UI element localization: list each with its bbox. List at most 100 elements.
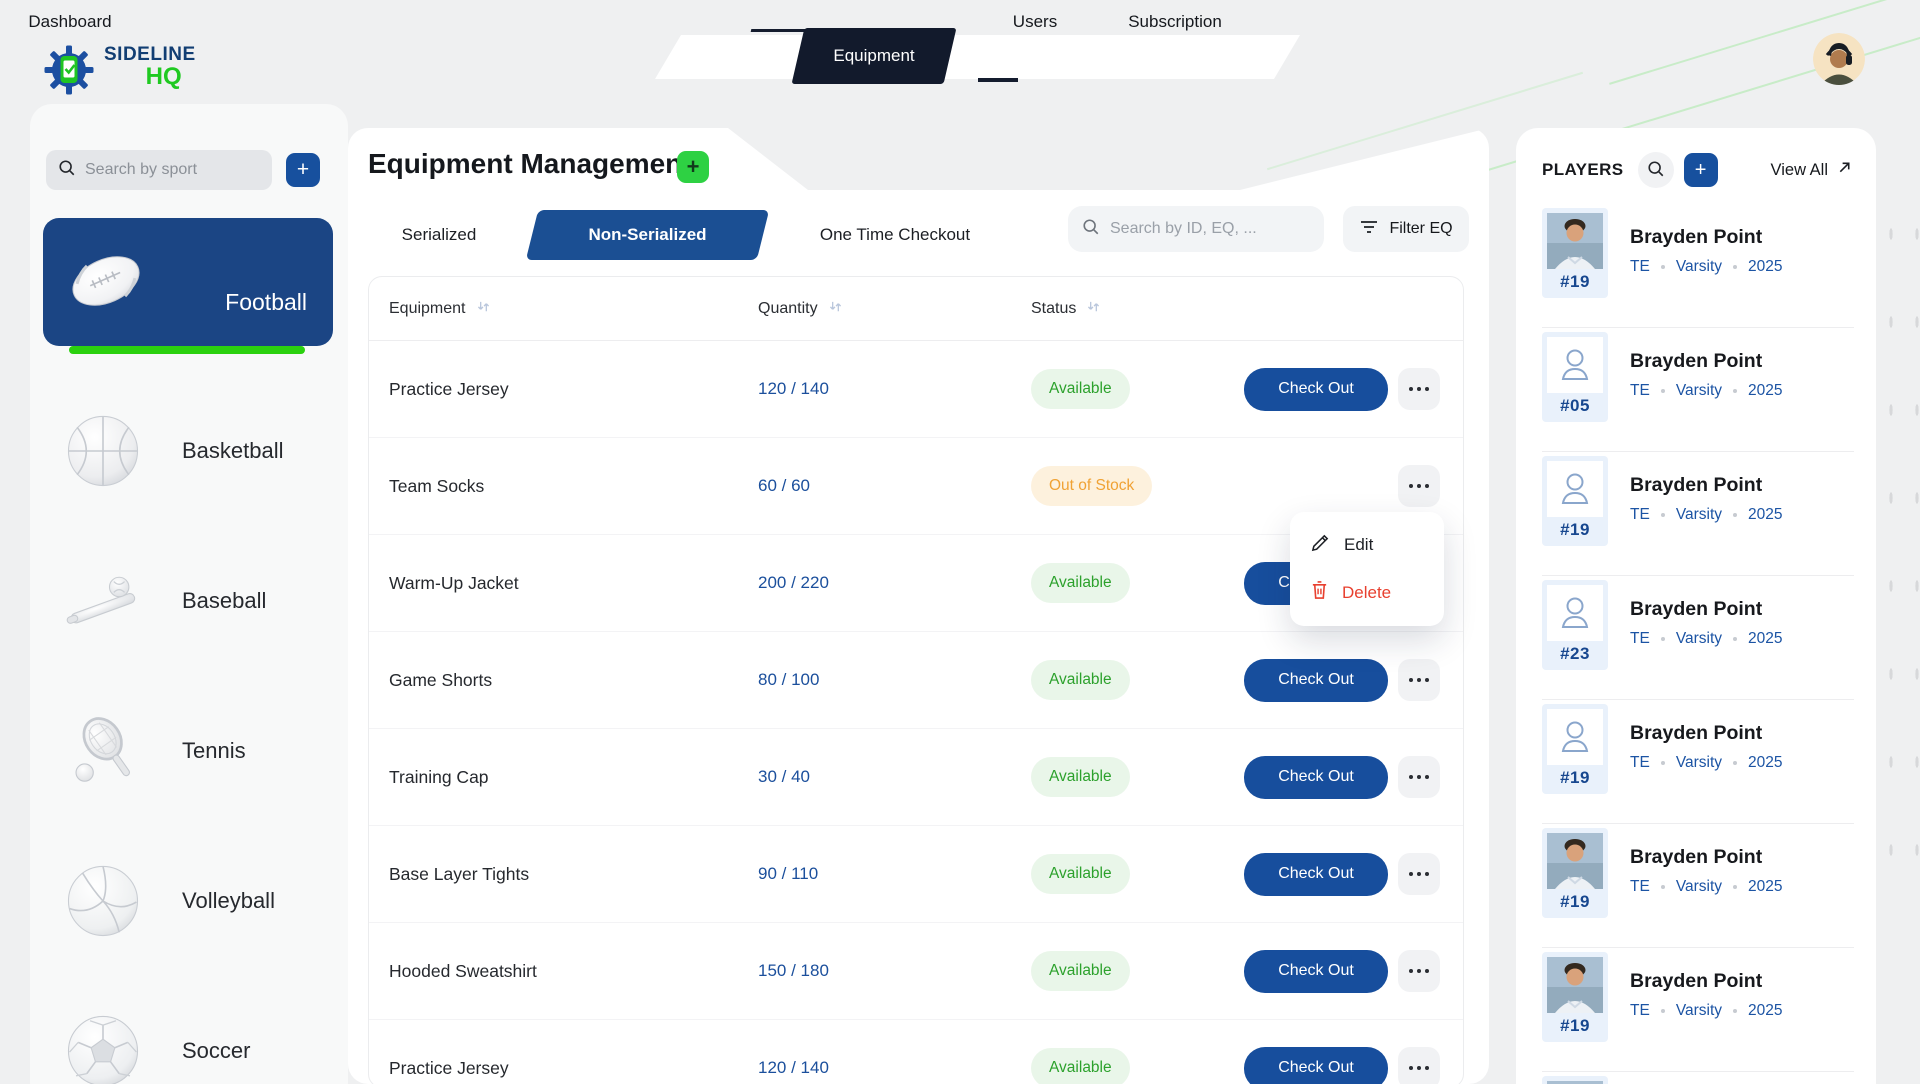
equipment-name: Game Shorts [389, 669, 493, 690]
player-card[interactable]: #19 Brayden Point TE Varsity 2025 [1542, 452, 1854, 576]
dot-separator [1733, 265, 1738, 269]
check-out-button[interactable]: Check Out [1244, 1046, 1388, 1084]
status-badge: Available [1031, 854, 1130, 894]
sidebar-sport-item[interactable]: Baseball [30, 526, 348, 676]
player-position: TE [1630, 878, 1650, 895]
tab-non-serialized[interactable]: Non-Serialized [525, 210, 770, 260]
equipment-search-input[interactable] [1110, 220, 1300, 238]
page-title: Equipment Management [368, 148, 692, 179]
nav-tab-equipment[interactable]: Equipment [791, 28, 957, 84]
players-search-button[interactable] [1637, 152, 1674, 188]
nav-tab-dashboard[interactable]: Dashboard [28, 12, 112, 31]
trash-icon [1310, 580, 1329, 606]
player-card[interactable]: #23 Brayden Point TE Varsity 2025 [1542, 576, 1854, 700]
check-out-button[interactable]: Check Out [1244, 367, 1388, 411]
tab-one-time-checkout[interactable]: One Time Checkout [819, 225, 971, 244]
player-thumb: #19 [1542, 704, 1608, 794]
player-avatar-icon [1547, 213, 1603, 269]
player-meta: TE Varsity 2025 [1630, 754, 1783, 772]
check-out-button[interactable]: Check Out [1244, 949, 1388, 993]
sidebar-sport-item[interactable]: Volleyball [30, 826, 348, 976]
player-team: Varsity [1675, 630, 1723, 647]
player-team: Varsity [1675, 382, 1723, 399]
context-menu-delete[interactable]: Delete [1310, 580, 1424, 606]
equipment-quantity: 150 / 180 [758, 961, 829, 980]
sort-icon[interactable] [1086, 299, 1101, 319]
row-more-options-button[interactable] [1398, 950, 1440, 992]
status-badge: Available [1031, 563, 1130, 603]
column-header-equipment[interactable]: Equipment [389, 299, 758, 319]
row-more-options-button[interactable] [1398, 853, 1440, 895]
top-nav-strip [655, 35, 1300, 79]
player-number: #19 [1560, 1016, 1590, 1035]
player-card[interactable]: #19 Brayden Point TE Varsity 2025 [1542, 824, 1854, 948]
sport-search-box [46, 150, 272, 190]
add-equipment-button[interactable]: + [677, 151, 709, 183]
sort-icon[interactable] [828, 299, 843, 319]
user-avatar[interactable] [1813, 33, 1865, 85]
add-player-button[interactable]: + [1683, 153, 1718, 187]
player-card[interactable]: #19 Brayden Point TE Varsity 2025 [1542, 948, 1854, 1072]
column-header-quantity[interactable]: Quantity [758, 299, 1031, 319]
arrow-up-right-icon [1837, 160, 1852, 180]
table-body: Practice Jersey 120 / 140 Available Chec… [369, 341, 1463, 1084]
check-out-button[interactable]: Check Out [1244, 658, 1388, 702]
equipment-row: Practice Jersey 120 / 140 Available Chec… [369, 341, 1463, 438]
row-more-options-button[interactable] [1398, 756, 1440, 798]
player-team: Varsity [1675, 506, 1723, 523]
sidebar-sport-item[interactable]: Football [43, 218, 333, 354]
sport-ball-icon [62, 410, 144, 492]
player-thumb: #19 [1542, 828, 1608, 918]
dot-separator [1660, 1009, 1665, 1013]
tab-serialized[interactable]: Serialized [401, 225, 477, 244]
sidebar-sport-item[interactable]: Basketball [30, 376, 348, 526]
player-year: 2025 [1748, 878, 1783, 895]
nav-accent-line [978, 78, 1018, 82]
sport-ball-icon [63, 238, 149, 324]
filter-eq-button[interactable]: Filter EQ [1343, 206, 1469, 252]
dot-separator [1733, 637, 1738, 641]
check-out-button[interactable]: Check Out [1244, 755, 1388, 799]
sport-search-input[interactable] [85, 161, 255, 179]
player-card[interactable]: #19 Brayden Point TE Varsity 2025 [1542, 204, 1854, 328]
pencil-icon [1310, 532, 1331, 558]
table-header-row: Equipment Quantity Status [369, 277, 1463, 341]
row-more-options-button[interactable] [1398, 659, 1440, 701]
view-all-players-button[interactable]: View All [1771, 160, 1852, 180]
equipment-quantity: 90 / 110 [758, 864, 819, 883]
row-more-options-button[interactable] [1398, 368, 1440, 410]
dot-separator [1660, 513, 1665, 517]
player-avatar-icon [1547, 1081, 1603, 1084]
player-card[interactable]: #19 Brayden Point TE Varsity 2025 [1542, 700, 1854, 824]
player-year: 2025 [1748, 506, 1783, 523]
add-sport-button[interactable]: + [286, 153, 320, 187]
check-out-button[interactable]: Check Out [1244, 852, 1388, 896]
edge-dot-pattern [1878, 190, 1920, 930]
sort-icon[interactable] [476, 299, 491, 319]
player-number: #19 [1560, 520, 1590, 539]
equipment-row: Training Cap 30 / 40 Available Check Out [369, 729, 1463, 826]
row-more-options-button[interactable] [1398, 1047, 1440, 1084]
player-name: Brayden Point [1630, 350, 1763, 372]
equipment-quantity: 80 / 100 [758, 670, 820, 689]
ellipsis-dot [1409, 969, 1413, 973]
column-header-status[interactable]: Status [1031, 299, 1224, 319]
row-more-options-button[interactable] [1398, 465, 1440, 507]
player-thumb: #19 [1542, 456, 1608, 546]
player-name: Brayden Point [1630, 226, 1763, 248]
status-badge: Out of Stock [1031, 466, 1153, 506]
ellipsis-dot [1409, 678, 1413, 682]
sport-ball-icon [62, 1010, 144, 1084]
nav-tab-users[interactable]: Users [1012, 12, 1058, 31]
player-year: 2025 [1748, 382, 1783, 399]
nav-tab-subscription[interactable]: Subscription [1128, 12, 1222, 31]
player-card[interactable]: #05 Brayden Point TE Varsity 2025 [1542, 328, 1854, 452]
player-card[interactable]: #19 Brayden Point TE Varsity 2025 [1542, 1072, 1854, 1084]
sidebar-sport-item[interactable]: Soccer [30, 976, 348, 1084]
player-position: TE [1630, 754, 1650, 771]
sidebar-sport-item[interactable]: Tennis [30, 676, 348, 826]
context-menu-edit[interactable]: Edit [1310, 532, 1424, 558]
status-badge: Available [1031, 951, 1130, 991]
sport-ball-icon [62, 710, 144, 792]
